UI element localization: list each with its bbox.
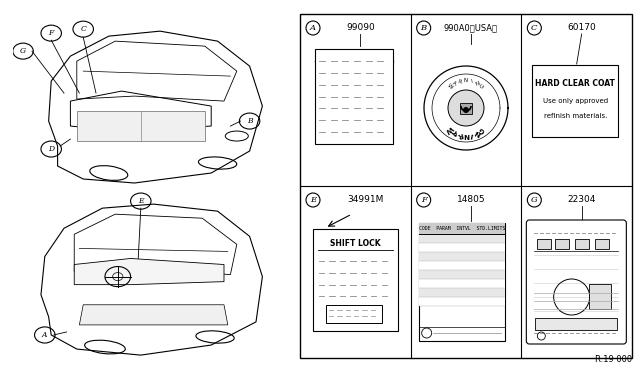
Bar: [419, 270, 505, 279]
Text: N: N: [463, 132, 469, 138]
Bar: [315, 49, 393, 144]
Ellipse shape: [196, 331, 234, 343]
Ellipse shape: [84, 340, 125, 354]
Ellipse shape: [198, 157, 237, 169]
Text: 22304: 22304: [568, 196, 596, 205]
Bar: [595, 239, 609, 249]
Text: N: N: [474, 128, 481, 137]
Text: 34991M: 34991M: [347, 196, 383, 205]
Text: R: R: [458, 79, 463, 84]
Text: 990A0〈USA〉: 990A0〈USA〉: [444, 23, 498, 32]
Text: A: A: [451, 129, 458, 136]
Bar: [419, 223, 505, 341]
FancyBboxPatch shape: [526, 220, 627, 344]
Ellipse shape: [225, 131, 248, 141]
Text: R: R: [457, 131, 463, 138]
Text: I: I: [470, 79, 473, 84]
Text: refinish materials.: refinish materials.: [543, 113, 607, 119]
Text: B: B: [247, 117, 252, 125]
Text: CODE  PARAM  INTVL  STD.LIMITS: CODE PARAM INTVL STD.LIMITS: [419, 227, 505, 231]
Text: A: A: [310, 24, 316, 32]
Text: HARD CLEAR COAT: HARD CLEAR COAT: [536, 80, 615, 89]
Bar: [460, 103, 472, 114]
Text: R.19 000: R.19 000: [595, 355, 632, 364]
Text: I: I: [470, 131, 474, 138]
Bar: [419, 288, 505, 297]
Text: A: A: [42, 331, 47, 339]
Circle shape: [463, 107, 469, 113]
Text: G: G: [479, 83, 486, 90]
Text: E: E: [310, 196, 316, 204]
Text: N: N: [464, 78, 468, 83]
Bar: [419, 252, 505, 261]
FancyBboxPatch shape: [532, 65, 618, 137]
Bar: [589, 284, 611, 309]
Text: 99090: 99090: [346, 23, 374, 32]
FancyBboxPatch shape: [313, 229, 398, 331]
Bar: [538, 239, 551, 249]
Circle shape: [448, 90, 484, 126]
Polygon shape: [79, 305, 228, 325]
Text: F: F: [420, 196, 426, 204]
Text: G: G: [20, 47, 26, 55]
Text: D: D: [48, 145, 54, 153]
Text: G: G: [531, 196, 538, 204]
Text: 60170: 60170: [567, 23, 596, 32]
Bar: [419, 223, 505, 234]
Bar: [77, 111, 205, 141]
Bar: [575, 239, 589, 249]
Text: 14805: 14805: [457, 196, 485, 205]
Text: C: C: [531, 24, 538, 32]
Text: B: B: [420, 24, 427, 32]
Text: W: W: [445, 83, 453, 90]
Bar: [556, 239, 570, 249]
Bar: [326, 305, 382, 323]
Text: A: A: [452, 80, 457, 87]
Bar: [419, 297, 505, 306]
Bar: [535, 318, 618, 330]
Bar: [419, 279, 505, 288]
Polygon shape: [74, 259, 224, 285]
Text: E: E: [138, 197, 143, 205]
Bar: [419, 234, 505, 243]
Bar: [419, 261, 505, 270]
Bar: [419, 243, 505, 252]
Ellipse shape: [90, 166, 128, 180]
Text: W: W: [445, 125, 454, 134]
Bar: [300, 14, 632, 358]
Text: G: G: [479, 125, 486, 134]
Text: SHIFT LOCK: SHIFT LOCK: [330, 238, 381, 247]
Text: F: F: [49, 29, 54, 37]
Text: Use only approved: Use only approved: [543, 98, 608, 104]
Text: N: N: [475, 80, 481, 87]
Text: C: C: [80, 25, 86, 33]
